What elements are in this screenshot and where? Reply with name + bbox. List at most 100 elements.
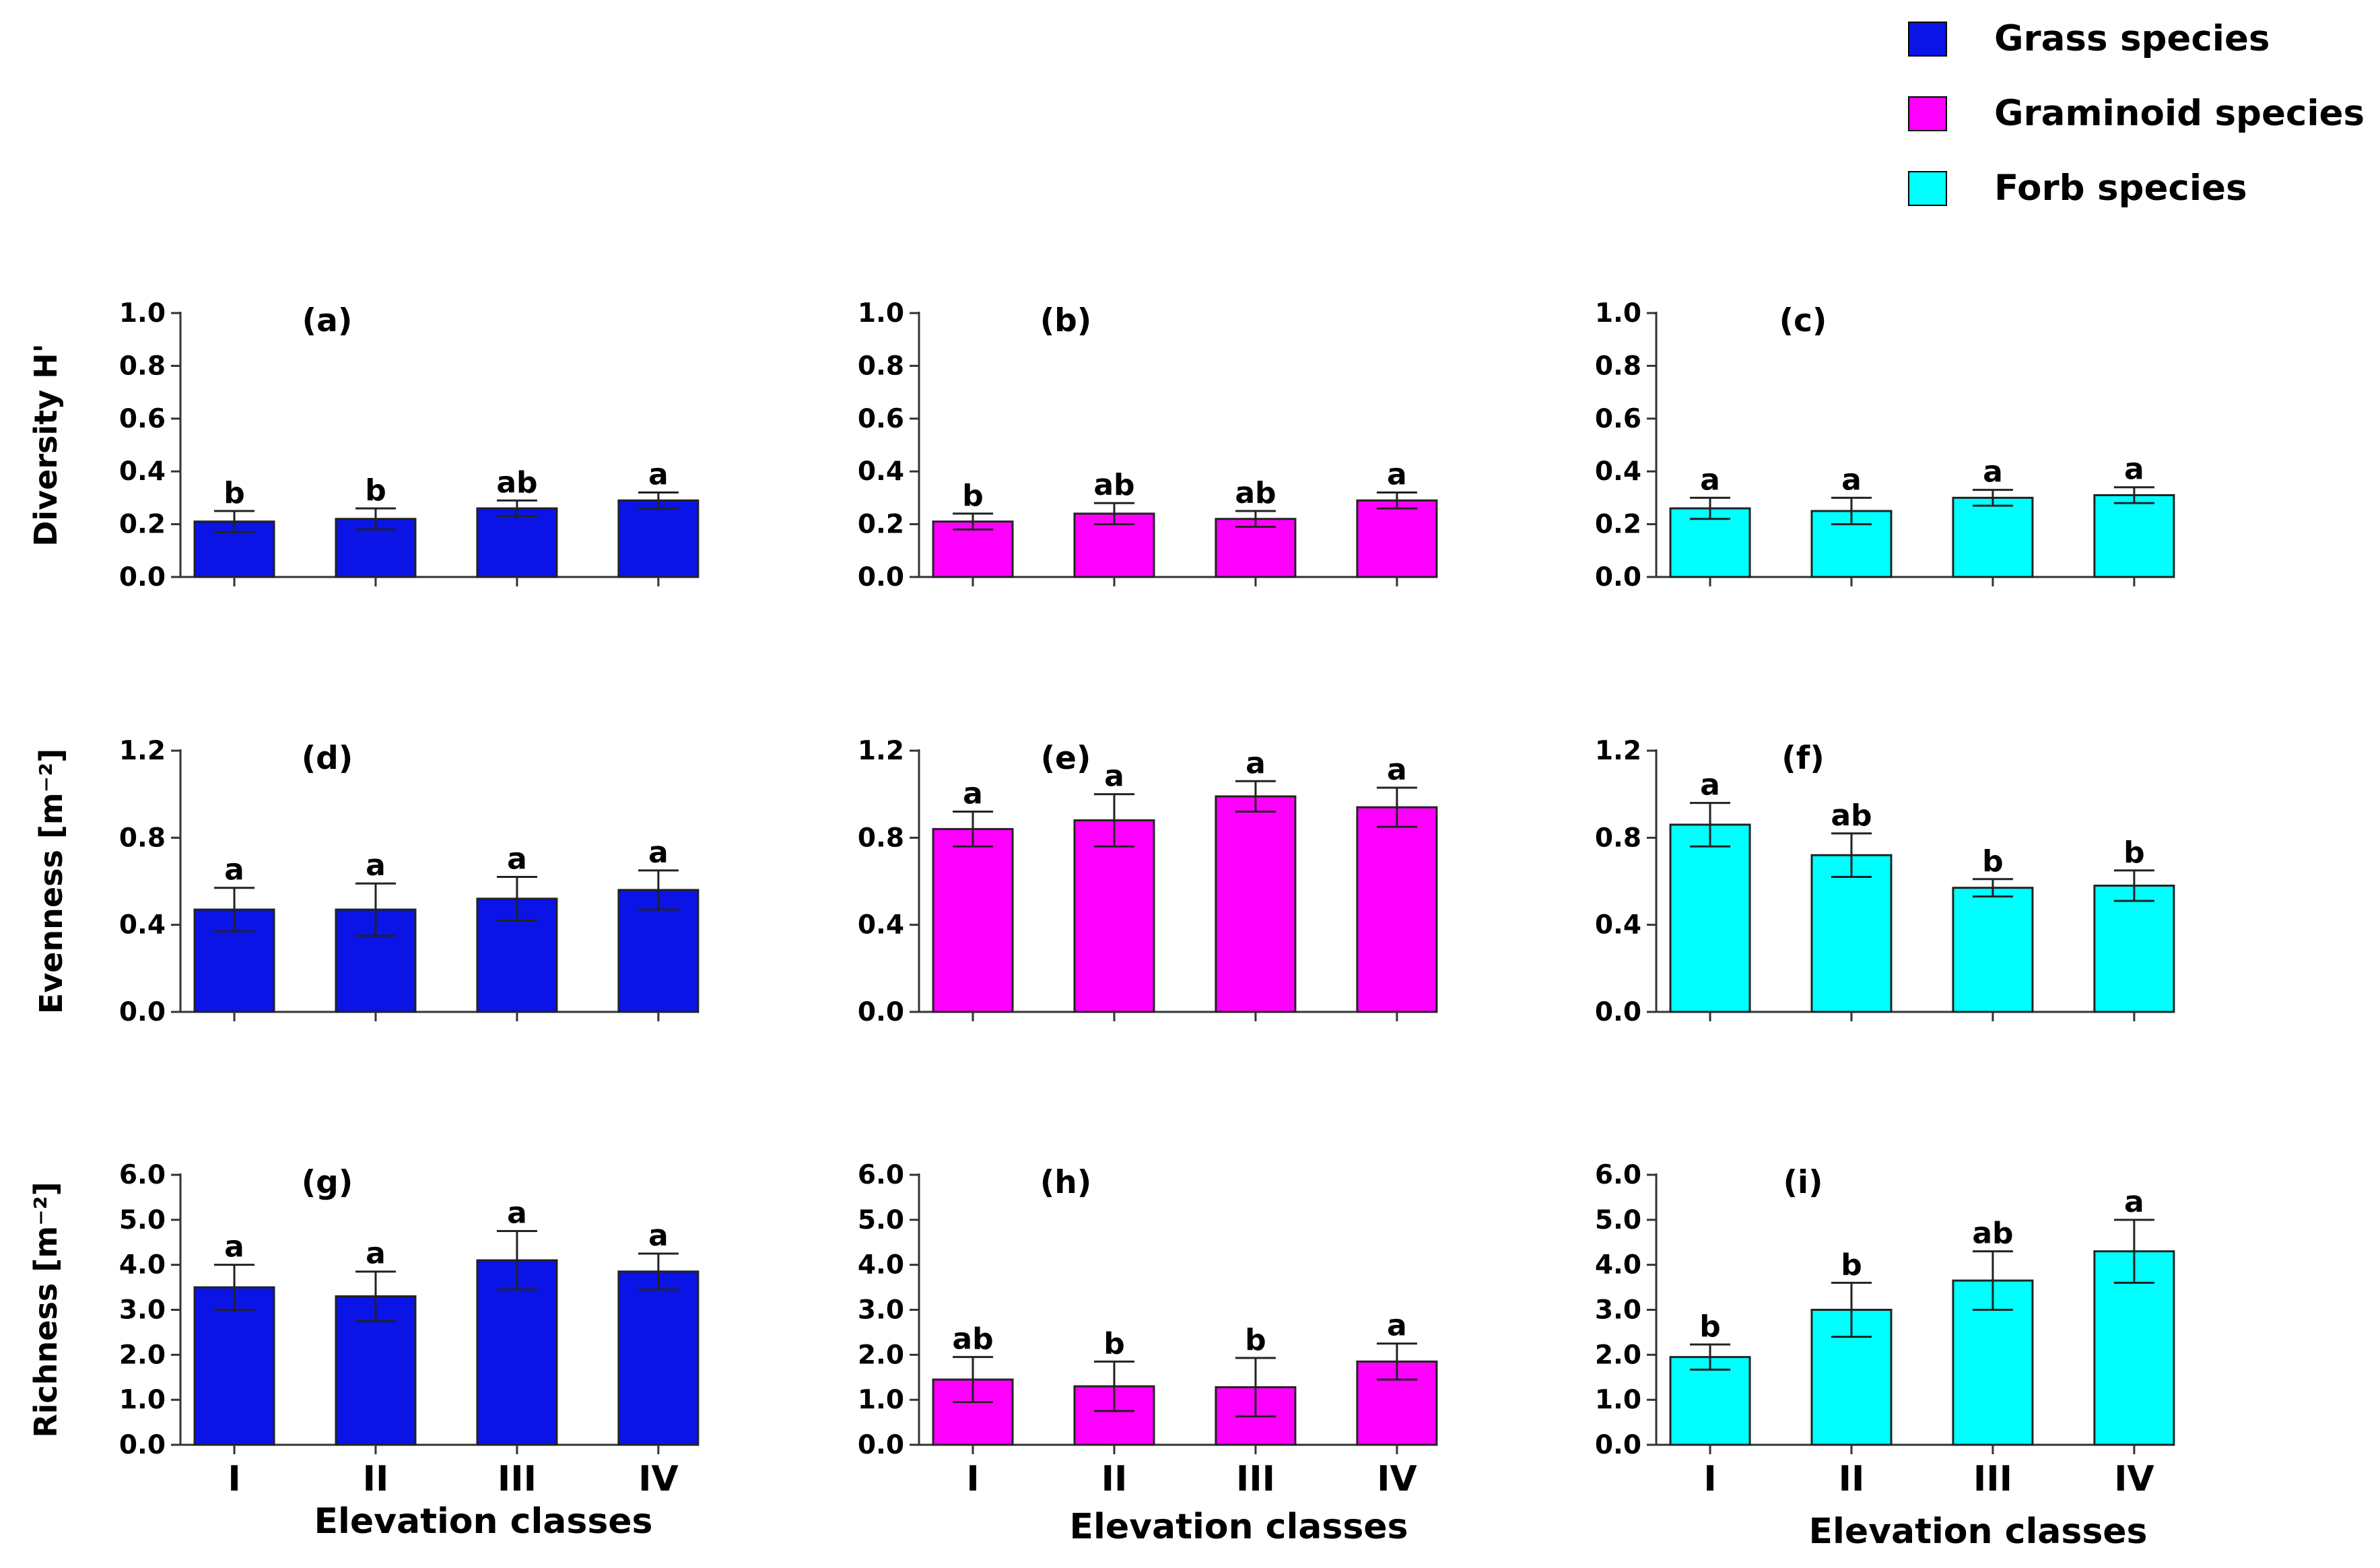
panel-label: (a) (302, 302, 353, 339)
panel-f: 0.0 0.4 0.8 1.2 (f) a ab b b (1595, 736, 2175, 1027)
significance-letter: a (1387, 753, 1407, 787)
significance-letter: ab (1093, 468, 1134, 502)
y-tick-label: 0.0 (119, 1430, 166, 1460)
panel-label: (i) (1783, 1164, 1823, 1201)
panel-a: 0.0 0.2 0.4 0.6 0.8 1.0 (a) b b ab a Diversity H' (28, 298, 700, 592)
bar-IV (2093, 884, 2175, 1013)
y-tick-label: 0.0 (858, 562, 904, 592)
bar-III (476, 507, 558, 578)
y-tick-label: 1.2 (1595, 736, 1641, 766)
y-tick-label: 0.4 (1595, 910, 1641, 941)
legend-label-2: Forb species (1994, 168, 2247, 209)
legend-swatch-1 (1908, 96, 1947, 131)
significance-letter: a (1246, 746, 1266, 780)
y-axis-label: Diversity H' (28, 343, 64, 547)
y-tick-label: 0.6 (119, 404, 166, 434)
y-tick-label: 3.0 (119, 1295, 166, 1326)
y-tick-label: 2.0 (1595, 1340, 1641, 1370)
significance-letter: a (507, 1196, 527, 1231)
significance-letter: a (1841, 463, 1862, 497)
significance-letter: b (1245, 1323, 1266, 1357)
significance-letter: a (2124, 1185, 2144, 1219)
y-tick-label: 0.4 (858, 456, 904, 487)
panel-e: 0.0 0.4 0.8 1.2 (e) a a a a (858, 736, 1438, 1027)
significance-letter: a (1700, 768, 1720, 803)
panel-label: (b) (1040, 302, 1092, 339)
y-tick-label: 0.0 (858, 1430, 904, 1460)
bar-III (476, 1259, 558, 1446)
significance-letter: ab (952, 1322, 993, 1357)
y-tick-label: 0.4 (119, 456, 166, 487)
y-tick-label: 0.0 (1595, 562, 1641, 592)
significance-letter: a (963, 777, 983, 811)
bar-IV (1356, 499, 1438, 578)
bar-IV (617, 1270, 700, 1446)
y-tick-label: 0.0 (119, 997, 166, 1027)
significance-letter: a (1700, 463, 1720, 497)
x-tick-label: II (1839, 1459, 1865, 1499)
bar-III (1215, 795, 1297, 1013)
significance-letter: ab (1831, 798, 1872, 833)
y-tick-label: 0.8 (1595, 823, 1641, 853)
x-tick-label: II (1101, 1459, 1128, 1499)
panel-h: 0.0 1.0 2.0 3.0 4.0 5.0 6.0 (h) ab Ib II b III a IV Ele… (858, 1160, 1438, 1547)
y-tick-label: 0.8 (858, 823, 904, 853)
y-tick-label: 0.6 (1595, 404, 1641, 434)
panel-label: (e) (1041, 740, 1091, 777)
significance-letter: ab (1972, 1217, 2013, 1251)
bar-III (1952, 496, 2034, 578)
y-axis-label: Evenness [m⁻²] (33, 749, 69, 1014)
x-tick-label: III (1236, 1459, 1275, 1499)
x-tick-label: IV (638, 1459, 679, 1499)
y-tick-label: 6.0 (119, 1160, 166, 1190)
significance-letter: a (507, 842, 527, 877)
significance-letter: a (224, 853, 244, 887)
y-tick-label: 1.0 (119, 1385, 166, 1415)
significance-letter: a (366, 1237, 386, 1271)
panel-c: 0.0 0.2 0.4 0.6 0.8 1.0 (c) a a a a (1595, 298, 2175, 592)
bar-IV (617, 499, 700, 578)
significance-letter: a (648, 1219, 669, 1253)
legend-swatch-2 (1908, 171, 1947, 206)
bar-I (1669, 823, 1751, 1013)
panel-label: (d) (302, 740, 353, 777)
y-tick-label: 0.2 (119, 510, 166, 540)
y-tick-label: 2.0 (858, 1340, 904, 1370)
bar-II (1810, 854, 1893, 1013)
panel-label: (c) (1779, 302, 1827, 339)
x-tick-label: I (966, 1459, 979, 1499)
y-tick-label: 0.8 (858, 351, 904, 381)
x-axis-label: Elevation classes (314, 1501, 653, 1542)
significance-letter: a (1104, 759, 1124, 794)
significance-letter: b (1982, 844, 2004, 879)
y-tick-label: 1.0 (1595, 298, 1641, 329)
significance-letter: a (2124, 452, 2144, 487)
y-axis-label: Richness [m⁻²] (28, 1182, 64, 1437)
panel-g: 0.0 1.0 2.0 3.0 4.0 5.0 6.0 (g) a Ia II a III a IV Rich… (28, 1160, 700, 1542)
panel-label: (f) (1781, 740, 1824, 777)
y-tick-label: 0.8 (119, 823, 166, 853)
significance-letter: a (1387, 1309, 1407, 1343)
y-tick-label: 0.0 (119, 562, 166, 592)
significance-letter: ab (496, 465, 537, 500)
x-tick-label: II (363, 1459, 389, 1499)
y-tick-label: 0.4 (119, 910, 166, 941)
y-tick-label: 1.0 (858, 298, 904, 329)
significance-letter: b (962, 479, 984, 513)
x-axis-label: Elevation classes (1070, 1507, 1408, 1547)
x-tick-label: III (498, 1459, 537, 1499)
bar-III (1952, 887, 2034, 1013)
significance-letter: a (366, 848, 386, 883)
y-tick-label: 4.0 (119, 1250, 166, 1281)
x-axis-label: Elevation classes (1809, 1511, 2148, 1552)
bar-II (1073, 819, 1155, 1013)
panel-d: 0.0 0.4 0.8 1.2 (d) a a a a Evenness [m⁻²] (33, 736, 700, 1027)
bar-II (1073, 512, 1155, 578)
bar-IV (1356, 806, 1438, 1013)
y-tick-label: 4.0 (1595, 1250, 1641, 1281)
legend-label-1: Graminoid species (1994, 93, 2365, 134)
significance-letter: a (224, 1230, 244, 1264)
significance-letter: a (648, 836, 669, 870)
y-tick-label: 0.4 (1595, 456, 1641, 487)
